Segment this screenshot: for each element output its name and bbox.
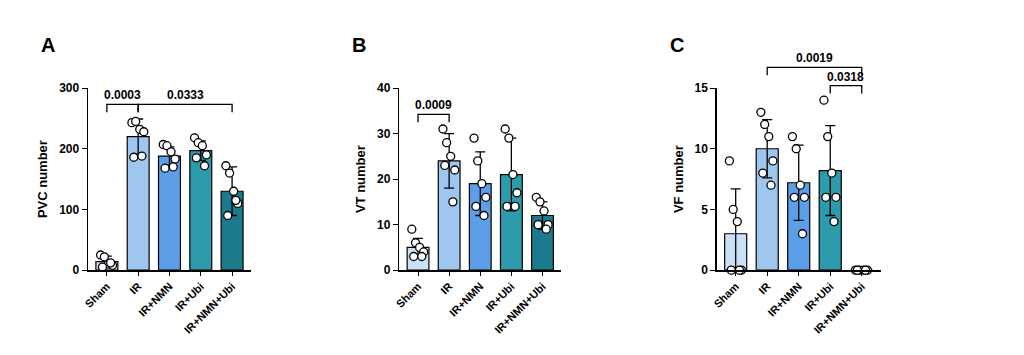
svg-text:30: 30 bbox=[377, 127, 391, 141]
svg-text:VT number: VT number bbox=[353, 145, 368, 213]
svg-text:PVC number: PVC number bbox=[35, 140, 50, 218]
svg-text:Sham: Sham bbox=[82, 280, 112, 310]
svg-text:200: 200 bbox=[59, 142, 79, 156]
svg-text:IR: IR bbox=[438, 280, 454, 296]
svg-text:0.0318: 0.0318 bbox=[827, 70, 864, 84]
svg-text:0.0019: 0.0019 bbox=[796, 51, 833, 65]
svg-text:10: 10 bbox=[695, 142, 709, 156]
svg-text:20: 20 bbox=[377, 172, 391, 186]
svg-text:40: 40 bbox=[377, 81, 391, 95]
svg-text:IR+NMN+Ubi: IR+NMN+Ubi bbox=[811, 280, 867, 336]
svg-text:0: 0 bbox=[72, 263, 79, 277]
svg-text:IR+NMN: IR+NMN bbox=[447, 280, 486, 319]
svg-text:10: 10 bbox=[377, 218, 391, 232]
svg-text:IR+NMN: IR+NMN bbox=[136, 280, 175, 319]
svg-text:15: 15 bbox=[695, 81, 709, 95]
svg-text:0: 0 bbox=[701, 263, 708, 277]
svg-text:IR+Ubi: IR+Ubi bbox=[483, 280, 516, 313]
svg-text:0.0003: 0.0003 bbox=[104, 88, 141, 102]
svg-text:IR+NMN: IR+NMN bbox=[765, 280, 804, 319]
svg-text:0.0333: 0.0333 bbox=[167, 88, 204, 102]
svg-text:IR+NMN+Ubi: IR+NMN+Ubi bbox=[182, 280, 238, 336]
svg-text:IR+Ubi: IR+Ubi bbox=[173, 280, 206, 313]
svg-text:IR: IR bbox=[127, 280, 143, 296]
svg-text:100: 100 bbox=[59, 203, 79, 217]
svg-text:IR+Ubi: IR+Ubi bbox=[802, 280, 835, 313]
svg-text:C: C bbox=[670, 34, 684, 56]
svg-text:5: 5 bbox=[701, 203, 708, 217]
svg-text:A: A bbox=[41, 34, 55, 56]
svg-text:Sham: Sham bbox=[394, 280, 424, 310]
svg-text:IR+NMN+Ubi: IR+NMN+Ubi bbox=[492, 280, 548, 336]
svg-text:VF number: VF number bbox=[671, 145, 686, 213]
svg-text:300: 300 bbox=[59, 81, 79, 95]
svg-text:B: B bbox=[352, 34, 366, 56]
svg-text:0: 0 bbox=[384, 263, 391, 277]
svg-text:Sham: Sham bbox=[711, 280, 741, 310]
svg-text:0.0009: 0.0009 bbox=[415, 98, 452, 112]
svg-text:IR: IR bbox=[756, 280, 772, 296]
